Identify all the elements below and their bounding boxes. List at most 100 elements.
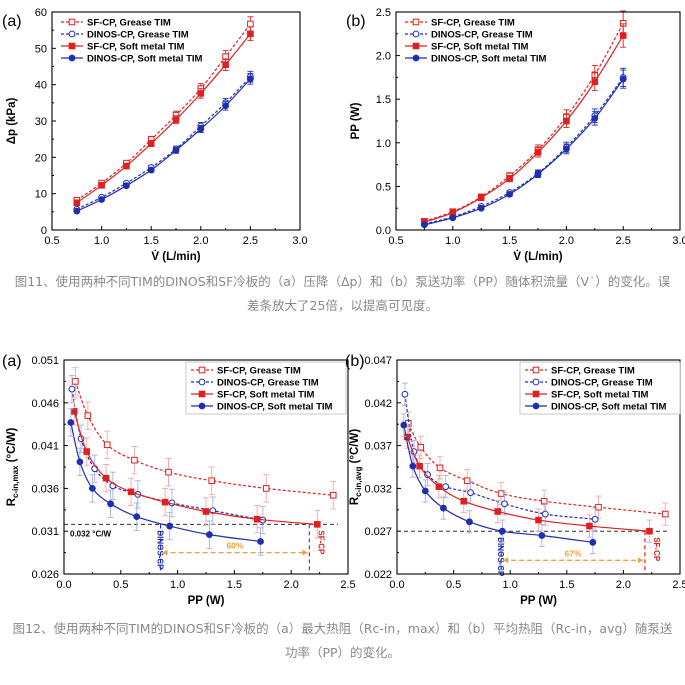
data-point bbox=[247, 75, 254, 83]
data-point bbox=[466, 518, 473, 526]
y-axis-label-main: R bbox=[6, 497, 18, 506]
data-point bbox=[202, 508, 210, 515]
legend-entry: DINOS-CP, Grease TIM bbox=[87, 30, 189, 41]
x-tick-label: 0.5 bbox=[113, 579, 128, 591]
data-point bbox=[98, 182, 105, 189]
y-tick-label: 0 bbox=[41, 225, 47, 237]
legend-marker bbox=[412, 54, 420, 62]
data-point bbox=[477, 204, 485, 212]
data-point bbox=[460, 497, 468, 505]
data-point bbox=[563, 117, 570, 125]
data-point bbox=[98, 196, 105, 203]
marker-label: SF-CP bbox=[652, 537, 661, 562]
legend-entry: DINOS-CP, Soft metal TIM bbox=[217, 402, 333, 413]
legend-entry: SF-CP, Grease TIM bbox=[87, 18, 171, 29]
x-tick-label: 1.5 bbox=[144, 235, 159, 247]
data-point bbox=[206, 531, 213, 539]
y-axis-label-subscript: c-in,avg bbox=[354, 467, 363, 497]
data-point bbox=[147, 166, 155, 174]
data-point bbox=[421, 487, 429, 495]
legend-marker bbox=[412, 18, 420, 26]
data-point bbox=[72, 378, 79, 385]
data-point bbox=[540, 497, 548, 505]
legend-box bbox=[519, 361, 681, 415]
data-point bbox=[589, 538, 597, 546]
legend-entry: DINOS-CP, Grease TIM bbox=[551, 378, 653, 389]
y-axis-label-subscript: c-in,max bbox=[11, 465, 20, 498]
y-tick-label: 0.022 bbox=[364, 569, 392, 581]
y-tick-label: 0.031 bbox=[31, 526, 59, 538]
data-point bbox=[541, 510, 549, 518]
y-tick-label: 0.5 bbox=[376, 181, 391, 193]
data-point bbox=[421, 221, 428, 229]
x-axis-label: PP (W) bbox=[188, 595, 225, 607]
x-tick-label: 0.5 bbox=[446, 579, 461, 591]
marker-label: SF-CP bbox=[316, 530, 325, 555]
data-point bbox=[197, 90, 205, 97]
data-point bbox=[401, 390, 409, 398]
y-tick-label: 0.051 bbox=[31, 355, 59, 367]
series-line bbox=[74, 381, 334, 496]
y-axis-label: Rc-in,avg (°C/W) bbox=[349, 429, 363, 506]
x-tick-label: 1.5 bbox=[559, 579, 574, 591]
chart-panel-4: (b) 0.0 0.5 1.0 1.5 2.0 2.5 0.022 0.027 0.032 0.03… bbox=[345, 353, 685, 607]
data-point bbox=[73, 199, 81, 207]
y-tick-label: 1.5 bbox=[376, 94, 391, 106]
data-point bbox=[166, 522, 174, 530]
y-tick-label: 0.027 bbox=[364, 526, 392, 538]
data-point bbox=[619, 75, 627, 83]
x-tick-label: 1.0 bbox=[445, 235, 460, 247]
x-tick-label: 3.0 bbox=[672, 235, 685, 247]
plot-frame bbox=[63, 359, 349, 575]
series-line bbox=[424, 78, 624, 226]
annotation-label: 60% bbox=[226, 541, 243, 551]
legend-marker bbox=[532, 390, 540, 398]
y-axis-label-unit: (°C/W) bbox=[349, 429, 361, 467]
plot-frame bbox=[395, 11, 681, 231]
x-tick-label: 0.5 bbox=[388, 235, 403, 247]
data-point bbox=[70, 408, 78, 415]
legend-marker bbox=[412, 42, 420, 50]
y-tick-label: 0.036 bbox=[31, 483, 59, 495]
y-tick-label: 0.037 bbox=[364, 441, 392, 453]
y-tick-label: 40 bbox=[35, 80, 47, 92]
x-tick-label: 2.5 bbox=[672, 579, 685, 591]
data-point bbox=[131, 456, 138, 464]
data-point bbox=[127, 488, 135, 496]
panel-label: (b) bbox=[345, 353, 365, 370]
data-point bbox=[314, 521, 321, 528]
plot-frame bbox=[396, 359, 681, 575]
data-point bbox=[222, 61, 229, 68]
legend-entry: SF-CP, Grease TIM bbox=[431, 18, 515, 29]
data-point bbox=[247, 30, 254, 38]
annotation-arrowhead-left bbox=[162, 549, 168, 556]
x-tick-label: 2.0 bbox=[284, 579, 299, 591]
legend-marker bbox=[412, 30, 420, 38]
series-line bbox=[76, 76, 251, 210]
data-point bbox=[161, 498, 169, 506]
series-line bbox=[71, 388, 263, 521]
data-point bbox=[442, 483, 450, 491]
data-point bbox=[619, 32, 627, 39]
x-tick-label: 0.0 bbox=[389, 579, 404, 591]
data-point bbox=[147, 140, 155, 147]
plot-frame bbox=[51, 11, 301, 231]
data-point bbox=[463, 477, 471, 484]
data-point bbox=[591, 78, 599, 86]
x-axis-label: PP (W) bbox=[520, 595, 557, 607]
data-point bbox=[409, 462, 417, 470]
y-axis-label-main: Δp (kPa) bbox=[6, 98, 18, 145]
legend-marker bbox=[68, 54, 76, 62]
data-point bbox=[477, 194, 485, 202]
data-point bbox=[506, 190, 514, 198]
legend-entry: SF-CP, Soft metal TIM bbox=[431, 42, 529, 53]
data-point bbox=[494, 508, 502, 515]
legend-entry: DINOS-CP, Grease TIM bbox=[217, 378, 319, 389]
data-point bbox=[497, 490, 505, 497]
annotation-arrowhead-right bbox=[637, 557, 643, 564]
data-point bbox=[103, 441, 111, 449]
legend-box bbox=[185, 361, 347, 415]
y-tick-label: 60 bbox=[35, 7, 47, 19]
